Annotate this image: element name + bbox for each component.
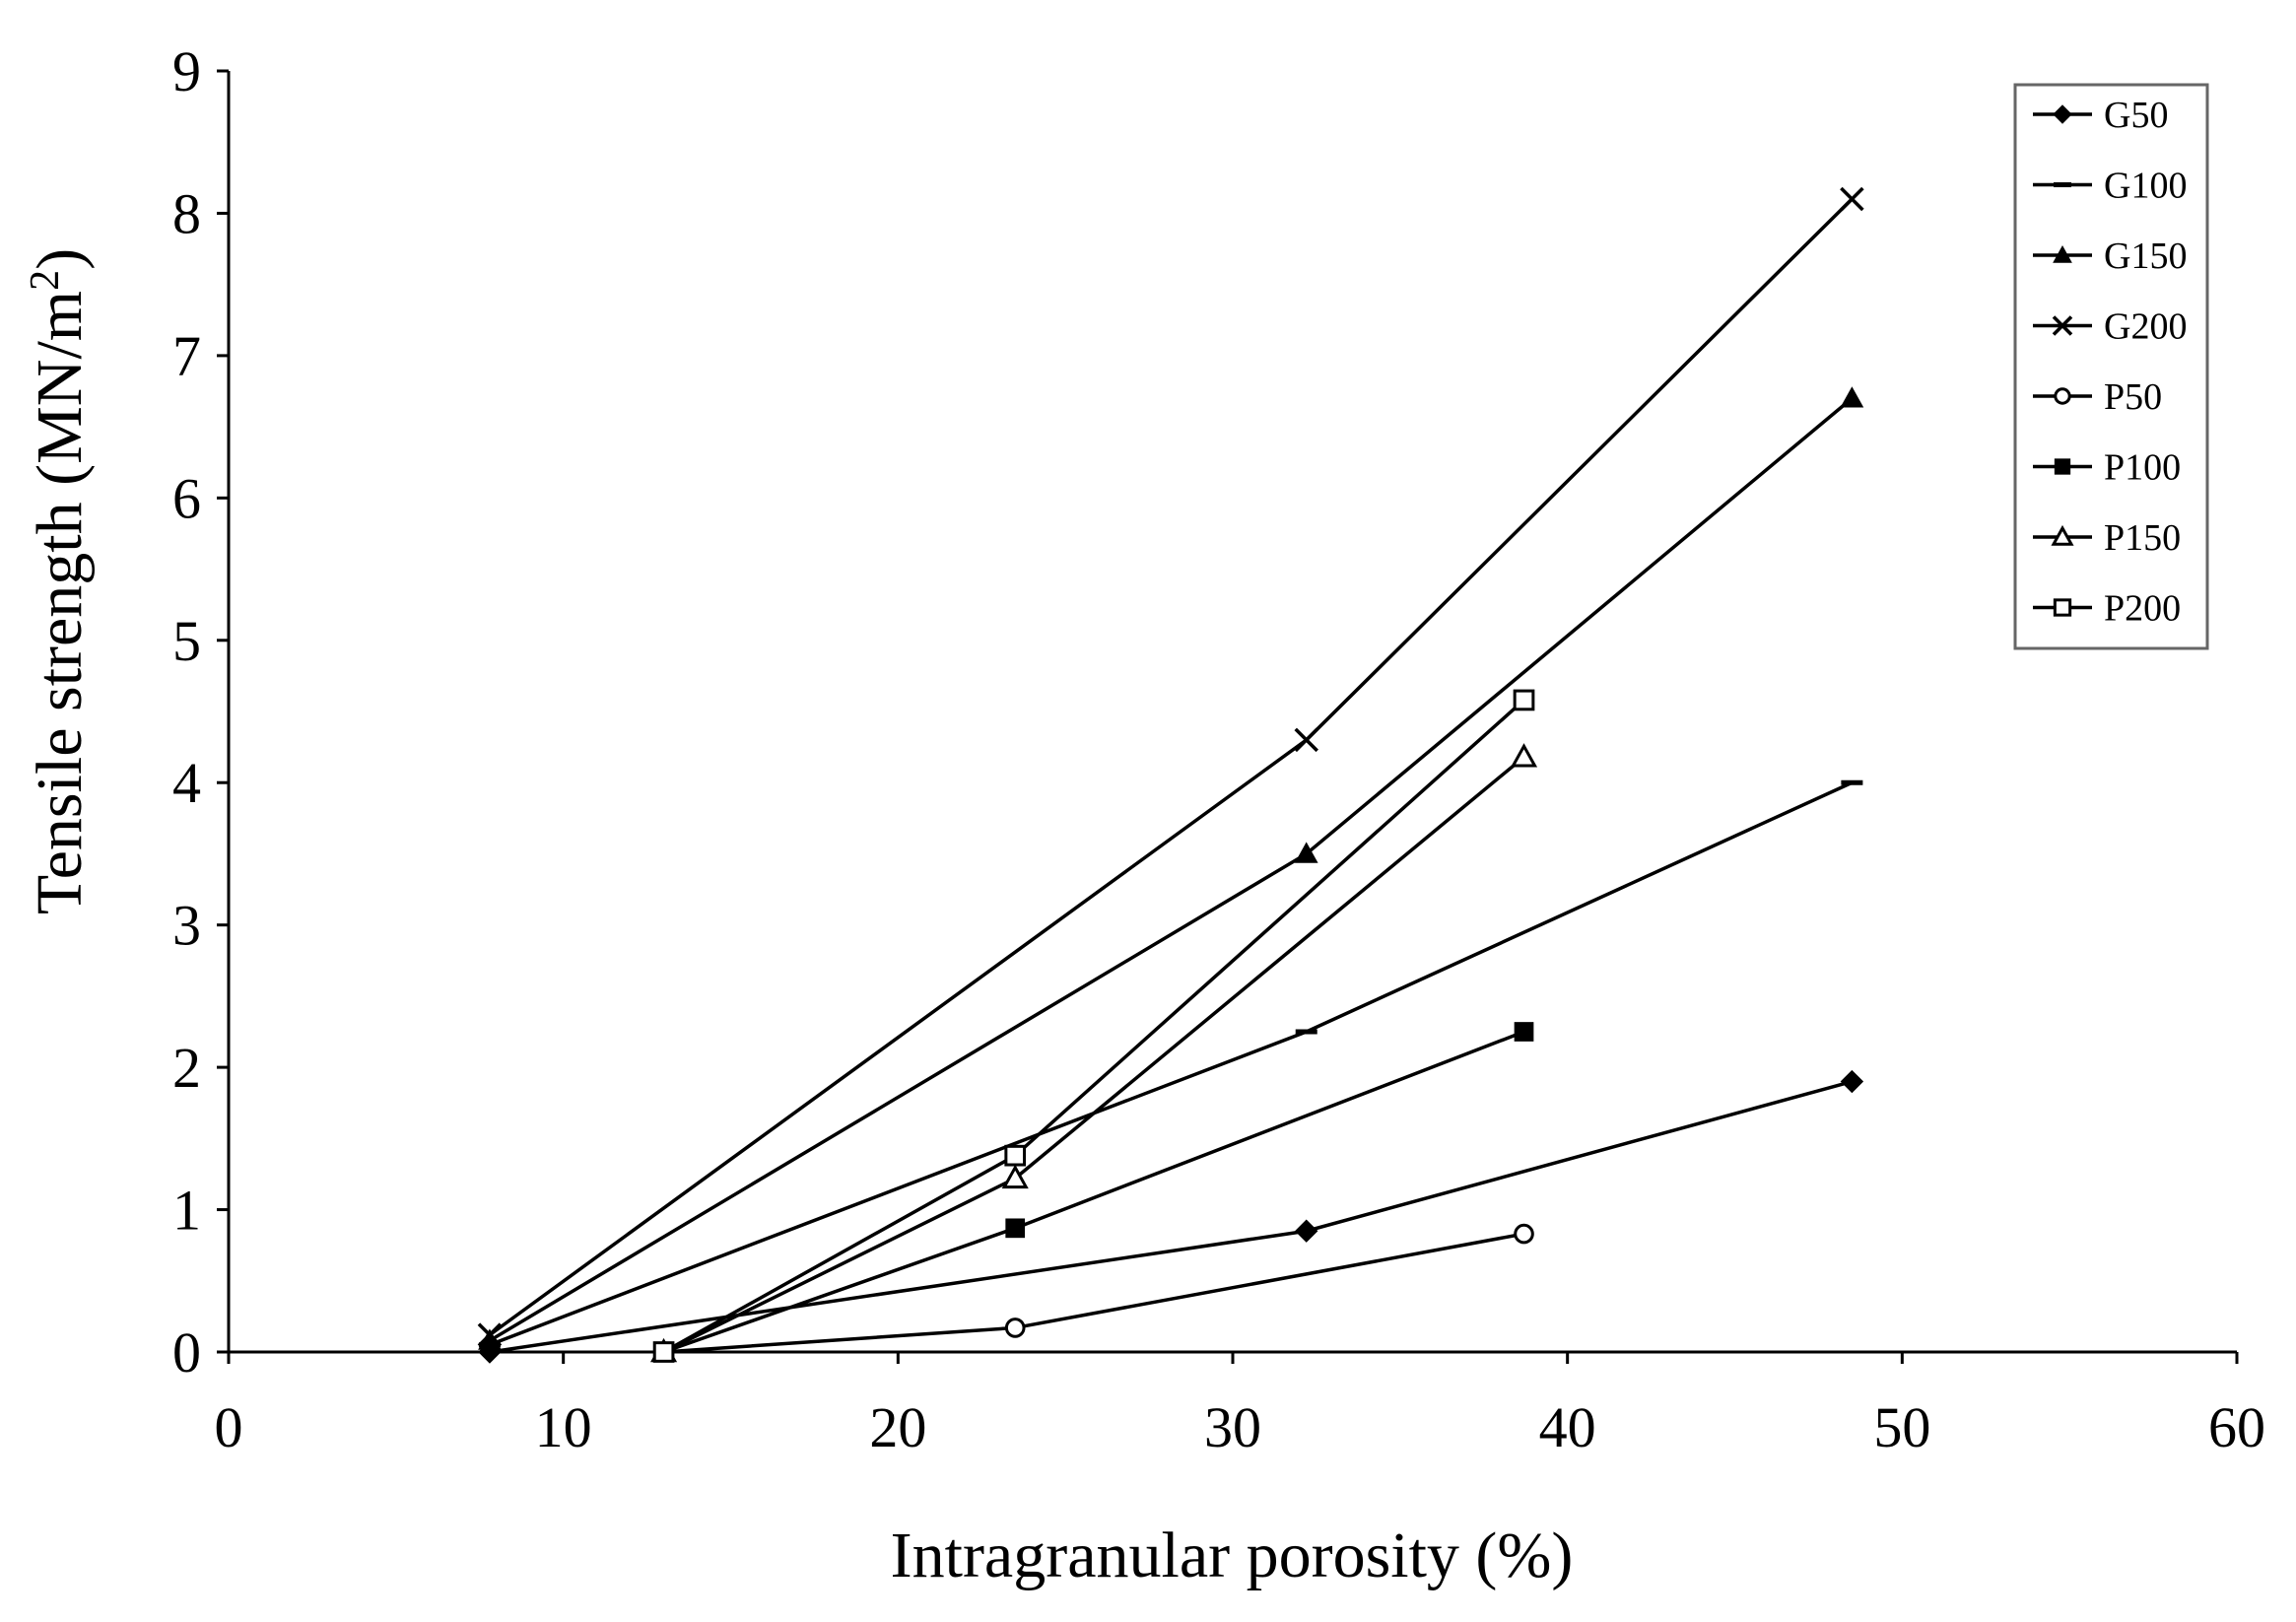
series-line-p100 (662, 1030, 1525, 1354)
series-line-g150 (489, 396, 1854, 1342)
data-point-g150 (1840, 386, 1864, 408)
legend-label-p50: P50 (2104, 376, 2162, 418)
legend-label-g100: G100 (2104, 166, 2187, 207)
legend-marker-g50 (2053, 104, 2072, 124)
legend-label-p150: P150 (2104, 517, 2181, 559)
y-tick-label: 5 (172, 609, 201, 673)
y-tick-label: 1 (172, 1179, 201, 1243)
series-g200 (477, 186, 1864, 1347)
legend-label-p200: P200 (2104, 588, 2181, 630)
series-line-p50 (663, 1232, 1524, 1354)
data-point-p200 (1513, 689, 1535, 711)
x-axis-title: Intragranular porosity (%) (891, 1520, 1574, 1591)
data-point-p100 (1005, 1218, 1026, 1239)
series-p100 (653, 1022, 1534, 1362)
legend-label-g50: G50 (2104, 95, 2168, 136)
x-tick-label: 0 (215, 1395, 243, 1459)
legend-marker-p50 (2054, 387, 2071, 405)
series-line-g200 (488, 197, 1854, 1337)
legend-box (2013, 83, 2209, 650)
y-tick-label: 7 (172, 324, 201, 388)
x-tick-label: 30 (1204, 1395, 1261, 1459)
axes (217, 69, 2239, 1364)
data-point-g50 (1295, 1219, 1318, 1243)
x-tick-label: 50 (1873, 1395, 1930, 1459)
data-point-p50 (1004, 1318, 1026, 1338)
data-point-g200 (477, 1322, 503, 1347)
y-tick-label: 0 (172, 1320, 201, 1385)
axis-labels: 0 1 2 3 4 5 6 7 8 9 0 10 20 30 40 50 60 (172, 39, 2265, 1459)
y-tick-label: 9 (172, 39, 201, 103)
legend-item-p100: P100 (2033, 447, 2181, 489)
x-tick-label: 20 (869, 1395, 926, 1459)
legend-label-g150: G150 (2104, 236, 2187, 277)
legend-item-p50: P50 (2033, 376, 2162, 418)
legend-item-g150: G150 (2033, 236, 2187, 277)
y-tick-label: 8 (172, 181, 201, 245)
series-p200 (652, 689, 1535, 1363)
y-tick-label: 3 (172, 894, 201, 958)
plot-area (477, 186, 1864, 1364)
series-g150 (478, 386, 1864, 1350)
data-point-g150 (1294, 842, 1318, 863)
data-point-p100 (1514, 1022, 1534, 1042)
series-g50 (478, 1069, 1864, 1364)
series-line-p200 (662, 699, 1525, 1354)
legend-item-g100: G100 (2033, 166, 2187, 207)
legend-label-g200: G200 (2104, 306, 2187, 348)
y-tick-label: 2 (172, 1036, 201, 1100)
data-point-p50 (1514, 1223, 1534, 1245)
series-line-g50 (489, 1079, 1853, 1354)
data-point-p200 (1004, 1144, 1027, 1167)
data-point-g200 (1840, 186, 1864, 212)
data-point-p200 (652, 1341, 675, 1363)
y-axis-title-close: ) (24, 248, 96, 270)
legend-marker-p100 (2054, 458, 2071, 475)
series-p150 (650, 743, 1538, 1363)
legend-item-p200: P200 (2033, 588, 2181, 630)
series-line-g100 (489, 780, 1854, 1347)
x-tick-label: 10 (535, 1395, 592, 1459)
legend-label-p100: P100 (2104, 447, 2181, 489)
legend-marker-p150 (2051, 524, 2074, 546)
y-axis-title-superscript: 2 (23, 270, 68, 291)
legend-marker-g150 (2053, 244, 2072, 263)
legend-marker-p200 (2053, 598, 2072, 617)
y-axis-title: Tensile strength (MN/m2) (23, 248, 96, 914)
legend-item-p150: P150 (2033, 517, 2181, 559)
legend: G50 G100 G150 G200 P50 P100 P150 P200 (2013, 83, 2209, 650)
data-point-g200 (1294, 727, 1318, 753)
legend-marker-g200 (2052, 315, 2073, 336)
y-axis-title-main: Tensile strength (MN/m (24, 291, 96, 914)
legend-item-g50: G50 (2033, 95, 2168, 136)
y-tick-label: 6 (172, 466, 201, 530)
y-tick-label: 4 (172, 751, 201, 815)
legend-item-g200: G200 (2033, 306, 2187, 348)
data-point-p150 (1001, 1164, 1029, 1189)
x-tick-label: 60 (2208, 1395, 2265, 1459)
series-g100 (478, 779, 1863, 1348)
data-point-g50 (1840, 1069, 1864, 1094)
data-point-p150 (1510, 743, 1538, 768)
x-tick-label: 40 (1539, 1395, 1596, 1459)
